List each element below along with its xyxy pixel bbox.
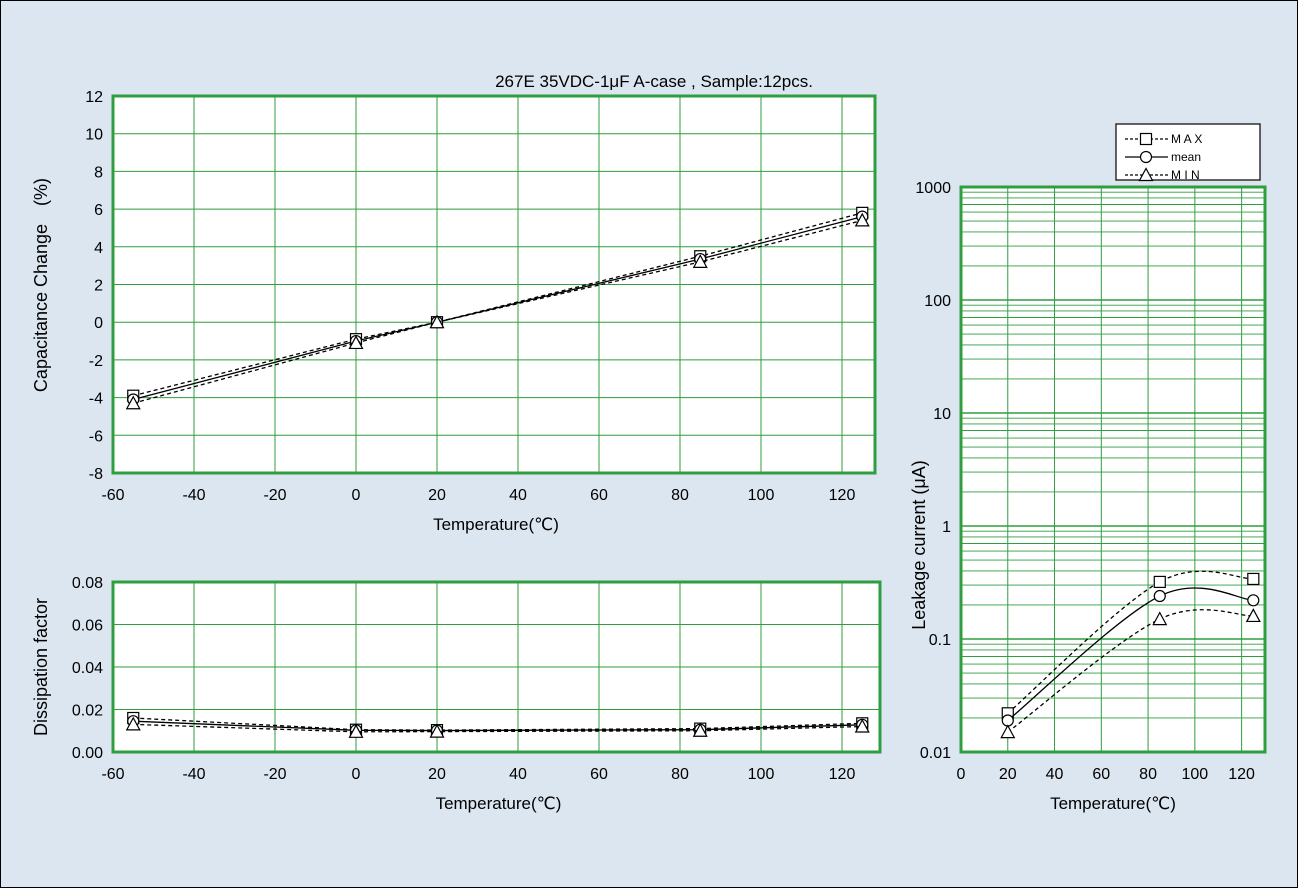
chart-title: 267E 35VDC-1μF A-case , Sample:12pcs. (495, 72, 813, 91)
data-point (125, 716, 141, 731)
series-line (133, 219, 863, 404)
x-axis-title: Temperature(℃) (433, 515, 559, 534)
data-point (1247, 594, 1260, 607)
legend-label: M A X (1171, 132, 1202, 146)
x-tick-label: 120 (829, 766, 856, 783)
x-tick-label: -40 (182, 487, 205, 504)
series-line (1007, 587, 1254, 722)
data-point (854, 718, 870, 733)
x-tick-label: 80 (671, 766, 689, 783)
x-tick-label: 100 (748, 487, 775, 504)
x-tick-label: -60 (101, 766, 124, 783)
y-tick-label: -4 (89, 391, 103, 408)
legend-label: mean (1171, 150, 1201, 164)
x-tick-label: 100 (1181, 766, 1208, 783)
y-tick-label: 1000 (915, 180, 951, 197)
data-point (1152, 611, 1168, 626)
data-point (348, 335, 364, 350)
x-tick-label: 60 (590, 766, 608, 783)
x-tick-label: 60 (590, 487, 608, 504)
x-tick-label: 0 (352, 766, 361, 783)
x-tick-label: 20 (999, 766, 1017, 783)
y-tick-label: 100 (924, 293, 951, 310)
x-tick-label: 80 (1139, 766, 1157, 783)
y-tick-label: 0.06 (72, 618, 103, 635)
x-tick-label: 100 (748, 766, 775, 783)
data-point (1153, 575, 1166, 589)
y-tick-label: 0.1 (929, 632, 951, 649)
y-tick-label: 10 (85, 127, 103, 144)
y-tick-label: 0.04 (72, 660, 103, 677)
data-point (125, 395, 141, 410)
y-tick-label: 1 (942, 519, 951, 536)
legend-marker (1139, 150, 1153, 164)
x-axis-title: Temperature(℃) (436, 794, 562, 813)
y-tick-label: 0 (94, 315, 103, 332)
plot-area (961, 187, 1265, 752)
y-tick-label: 12 (85, 89, 103, 106)
x-tick-label: 40 (509, 766, 527, 783)
y-tick-label: -2 (89, 353, 103, 370)
plot-border (111, 580, 882, 754)
data-point (692, 722, 708, 737)
plot-border (111, 94, 877, 475)
x-tick-label: 40 (1046, 766, 1064, 783)
x-tick-label: 120 (1228, 766, 1255, 783)
y-tick-label: 8 (94, 164, 103, 181)
y-tick-label: -6 (89, 428, 103, 445)
data-point (692, 254, 708, 268)
legend-label: M I N (1171, 168, 1200, 182)
data-point (429, 314, 445, 329)
y-tick-label: 0.00 (72, 745, 103, 762)
x-tick-label: 0 (352, 487, 361, 504)
x-tick-label: -40 (182, 766, 205, 783)
x-tick-label: 20 (428, 766, 446, 783)
x-tick-label: 20 (428, 487, 446, 504)
y-tick-label: 6 (94, 202, 103, 219)
y-tick-label: -8 (89, 466, 103, 483)
data-point (429, 723, 445, 738)
y-axis-title: Capacitance Change (%) (31, 178, 51, 392)
x-tick-label: -20 (263, 487, 286, 504)
data-point (1247, 572, 1260, 586)
series-line (133, 212, 863, 397)
x-tick-label: 60 (1092, 766, 1110, 783)
x-tick-label: -60 (101, 487, 124, 504)
data-point (854, 212, 870, 227)
y-axis-title: Dissipation factor (31, 598, 51, 736)
data-point (1153, 589, 1166, 603)
x-tick-label: 40 (509, 487, 527, 504)
y-tick-label: 0.08 (72, 575, 103, 592)
plot-border (959, 185, 1267, 754)
y-tick-label: 2 (94, 278, 103, 295)
x-tick-label: 120 (829, 487, 856, 504)
y-tick-label: 4 (94, 240, 103, 257)
y-axis-title: Leakage current (μA) (909, 460, 929, 629)
legend-marker (1138, 167, 1154, 182)
data-point (1245, 608, 1261, 623)
x-axis-title: Temperature(℃) (1050, 794, 1176, 813)
x-tick-label: 80 (671, 487, 689, 504)
y-tick-label: 0.01 (920, 745, 951, 762)
x-tick-label: 0 (957, 766, 966, 783)
legend-marker (1139, 132, 1153, 146)
data-point (348, 724, 364, 738)
y-tick-label: 0.02 (72, 703, 103, 720)
data-point (1000, 724, 1016, 739)
x-tick-label: -20 (263, 766, 286, 783)
series-line (1007, 570, 1254, 714)
y-tick-label: 10 (933, 406, 951, 423)
